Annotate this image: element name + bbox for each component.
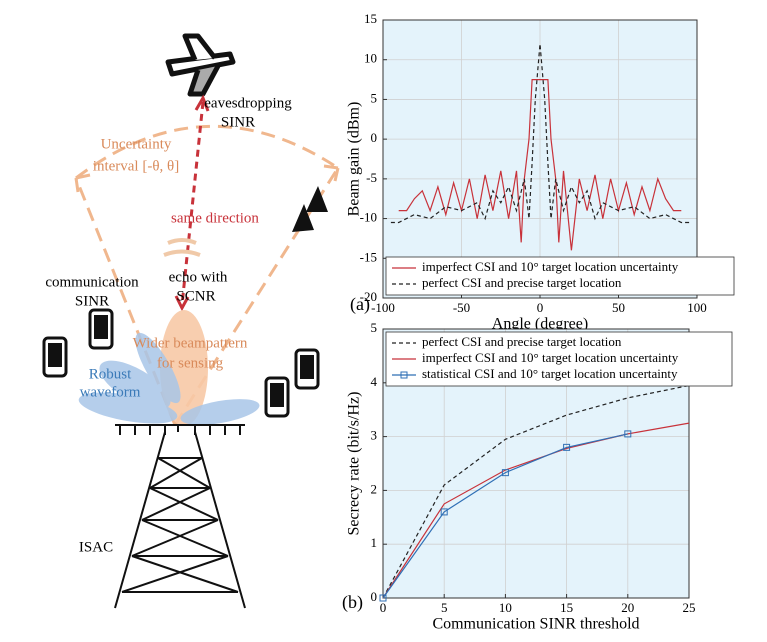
y-axis-label: Beam gain (dBm) [346, 102, 363, 217]
y-axis-label: Secrecy rate (bit/s/Hz) [346, 392, 363, 536]
y-tick-label: -5 [366, 170, 377, 185]
diagram: eavesdropping SINR Uncertainty interval … [42, 33, 340, 609]
x-axis-label: Communication SINR threshold [432, 616, 639, 633]
x-tick-label: -50 [453, 300, 470, 315]
label: same direction [171, 210, 259, 226]
label: echo with [169, 269, 228, 285]
arrow-head [74, 164, 340, 193]
legend-label: imperfect CSI and 10° target location un… [422, 259, 679, 274]
plot-frame [382, 19, 698, 299]
plane-icon [165, 33, 236, 97]
label: interval [-θ, θ] [93, 158, 179, 174]
plot-frame [382, 328, 690, 599]
echo-wave [163, 238, 201, 257]
uncertainty-arc [75, 125, 339, 180]
y-tick-label: 4 [371, 374, 378, 389]
label: for sensing [157, 355, 224, 371]
legend-label: imperfect CSI and 10° target location un… [422, 350, 679, 365]
x-tick-label: -100 [371, 300, 395, 315]
target [292, 186, 328, 232]
y-tick-label: 1 [371, 535, 378, 550]
label: communication [45, 274, 139, 290]
y-tick-label: 3 [371, 428, 378, 443]
y-tick-label: -20 [360, 289, 377, 304]
series-line [382, 422, 690, 599]
label: SINR [75, 293, 109, 309]
x-axis-label: Angle (degree) [492, 316, 588, 333]
label: SINR [221, 114, 255, 130]
x-tick-label: 10 [499, 600, 512, 615]
label: waveform [80, 384, 141, 400]
phone-screen [48, 315, 314, 407]
label: SCNR [176, 288, 215, 304]
x-tick-label: 50 [612, 300, 625, 315]
marker [440, 508, 448, 516]
legend-label: perfect CSI and precise target location [422, 334, 622, 349]
x-tick-label: 5 [441, 600, 448, 615]
marker [379, 594, 387, 602]
panel-label: (b) [342, 592, 363, 613]
y-tick-label: -10 [360, 210, 377, 225]
y-tick-label: 0 [371, 130, 378, 145]
label: ISAC [79, 539, 113, 555]
direction-line [180, 101, 205, 306]
legend-box [385, 331, 733, 387]
legend-marker [400, 371, 408, 379]
marker [501, 469, 509, 477]
series-line [398, 79, 682, 251]
x-tick-label: 25 [683, 600, 696, 615]
comm-lobe [78, 332, 260, 425]
x-tick-label: 15 [560, 600, 573, 615]
tower [114, 424, 246, 609]
y-tick-label: -15 [360, 249, 377, 264]
y-tick-label: 0 [371, 589, 378, 604]
marker [624, 430, 632, 438]
label: Wider beampattern [133, 335, 248, 351]
marker [563, 443, 571, 451]
legend-label: perfect CSI and precise target location [422, 275, 622, 290]
legend-label: statistical CSI and 10° target location … [422, 366, 678, 381]
y-tick-label: 5 [371, 90, 378, 105]
x-tick-label: 20 [621, 600, 634, 615]
panel-label: (a) [350, 294, 370, 315]
y-tick-label: 5 [371, 320, 378, 335]
x-tick-label: 100 [687, 300, 707, 315]
y-tick-label: 10 [364, 51, 377, 66]
arrow-head [174, 94, 210, 312]
x-tick-label: 0 [537, 300, 544, 315]
x-tick-label: 0 [380, 600, 387, 615]
legend-box [385, 256, 735, 296]
y-tick-label: 15 [364, 11, 377, 26]
series-line [382, 384, 690, 599]
label: Robust [89, 366, 132, 382]
label: Uncertainty [101, 136, 172, 152]
series-line [382, 433, 628, 599]
label: eavesdropping [204, 95, 292, 111]
y-tick-label: 2 [371, 481, 378, 496]
